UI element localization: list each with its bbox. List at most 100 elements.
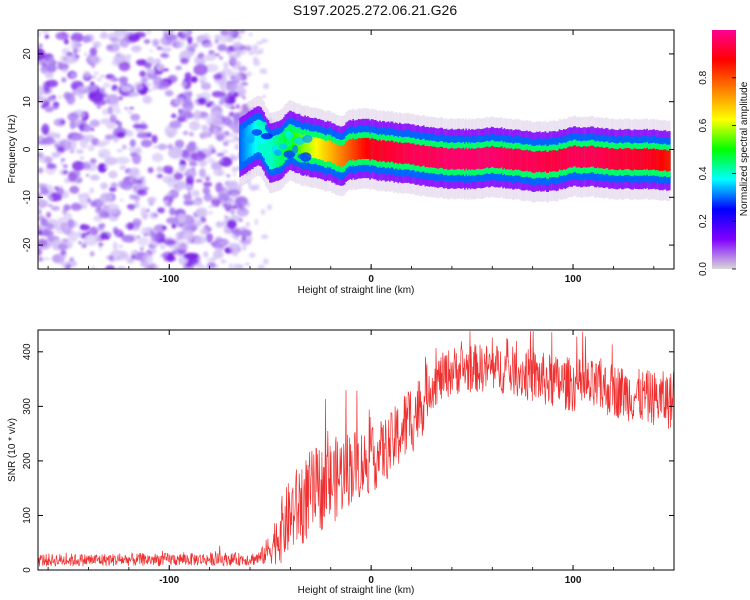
noise-speck bbox=[44, 34, 50, 39]
noise-speck bbox=[141, 76, 148, 84]
ridge-cell bbox=[543, 151, 545, 173]
ridge-cell bbox=[452, 148, 455, 170]
ridge-cell bbox=[660, 149, 663, 171]
noise-speck bbox=[232, 263, 241, 269]
ridge-cell bbox=[332, 142, 335, 164]
ridge-cell bbox=[601, 146, 603, 168]
ridge-cell bbox=[358, 138, 360, 160]
noise-speck bbox=[252, 184, 260, 191]
colorbar-tick-label: 0.4 bbox=[698, 166, 709, 180]
ridge-cell bbox=[496, 147, 499, 168]
noise-speck bbox=[56, 147, 65, 154]
ridge-cell bbox=[423, 144, 425, 166]
ridge-cell bbox=[355, 139, 357, 161]
ridge-cell bbox=[407, 142, 410, 164]
noise-speck bbox=[63, 170, 68, 174]
noise-speck bbox=[199, 75, 207, 84]
noise-speck bbox=[249, 252, 256, 258]
ridge-cell bbox=[428, 146, 431, 168]
ridge-cell bbox=[587, 146, 589, 168]
noise-speck bbox=[90, 64, 96, 69]
noise-speck bbox=[167, 143, 174, 150]
noise-speck bbox=[232, 252, 239, 257]
ridge-cell bbox=[376, 140, 378, 162]
noise-speck bbox=[116, 265, 126, 269]
noise-speck bbox=[248, 183, 252, 189]
ridge-cell bbox=[459, 148, 462, 170]
noise-speck bbox=[59, 53, 75, 64]
ridge-cell bbox=[646, 147, 648, 169]
ridge-cell bbox=[267, 139, 270, 161]
noise-speck bbox=[149, 49, 153, 53]
ridge-cell bbox=[595, 147, 598, 169]
noise-speck bbox=[40, 218, 48, 227]
ridge-cell bbox=[553, 150, 555, 172]
ridge-cell bbox=[497, 147, 500, 169]
noise-speck bbox=[168, 146, 183, 159]
noise-speck bbox=[261, 94, 266, 99]
noise-speck bbox=[202, 148, 208, 153]
noise-speck bbox=[224, 197, 234, 203]
noise-speck bbox=[151, 249, 157, 254]
ridge-cell bbox=[245, 133, 247, 155]
noise-speck bbox=[182, 30, 189, 34]
ridge-cell bbox=[502, 148, 504, 170]
ridge-cell bbox=[469, 149, 472, 171]
y-tick-label: 200 bbox=[22, 452, 33, 469]
noise-speck bbox=[127, 110, 133, 115]
ridge-cell bbox=[550, 150, 552, 172]
ridge-cell bbox=[647, 149, 650, 171]
noise-speck bbox=[90, 75, 96, 79]
ridge-cell bbox=[343, 144, 346, 166]
noise-speck bbox=[183, 252, 199, 260]
y-tick-label: 10 bbox=[22, 96, 33, 108]
noise-speck bbox=[210, 148, 216, 154]
ridge-cell bbox=[280, 139, 282, 160]
ridge-cell bbox=[356, 138, 359, 160]
ridge-cell bbox=[479, 148, 482, 170]
ridge-cell bbox=[475, 148, 477, 170]
ridge-cell bbox=[406, 142, 408, 164]
noise-speck bbox=[96, 105, 101, 109]
noise-speck bbox=[178, 110, 188, 118]
ridge-cell bbox=[622, 149, 624, 171]
noise-speck bbox=[106, 99, 110, 104]
ridge-cell bbox=[393, 142, 395, 164]
noise-speck bbox=[38, 208, 42, 215]
noise-speck bbox=[62, 164, 68, 169]
noise-speck bbox=[114, 229, 124, 238]
noise-speck bbox=[238, 65, 248, 72]
noise-speck bbox=[261, 209, 266, 216]
x-tick-label: 100 bbox=[565, 575, 582, 586]
ridge-cell bbox=[362, 137, 364, 159]
ridge-cell bbox=[628, 148, 630, 169]
noise-speck bbox=[57, 243, 68, 251]
noise-speck bbox=[175, 39, 185, 49]
noise-speck bbox=[43, 257, 50, 261]
noise-speck bbox=[156, 46, 163, 50]
ridge-cell bbox=[366, 138, 369, 159]
noise-speck bbox=[166, 192, 173, 196]
noise-speck bbox=[230, 208, 235, 212]
ridge-cell bbox=[242, 135, 244, 157]
noise-speck bbox=[234, 143, 240, 150]
ridge-blob bbox=[286, 138, 293, 147]
ridge-cell bbox=[531, 151, 534, 173]
noise-speck bbox=[99, 210, 110, 219]
ridge-cell bbox=[335, 144, 337, 166]
ridge-cell bbox=[425, 146, 428, 167]
ridge-cell bbox=[431, 146, 434, 168]
noise-speck bbox=[46, 211, 52, 219]
noise-speck bbox=[42, 100, 48, 104]
ridge-cell bbox=[527, 150, 530, 172]
ridge-cell bbox=[584, 146, 586, 168]
noise-speck bbox=[239, 229, 252, 237]
ridge-cell bbox=[574, 145, 576, 167]
noise-speck bbox=[225, 47, 233, 55]
ridge-cell bbox=[304, 134, 306, 156]
ridge-cell bbox=[547, 151, 549, 173]
ridge-cell bbox=[338, 144, 340, 166]
snr-x-axis-label: Height of straight line (km) bbox=[298, 585, 415, 596]
ridge-cell bbox=[375, 139, 377, 161]
noise-speck bbox=[115, 156, 130, 165]
